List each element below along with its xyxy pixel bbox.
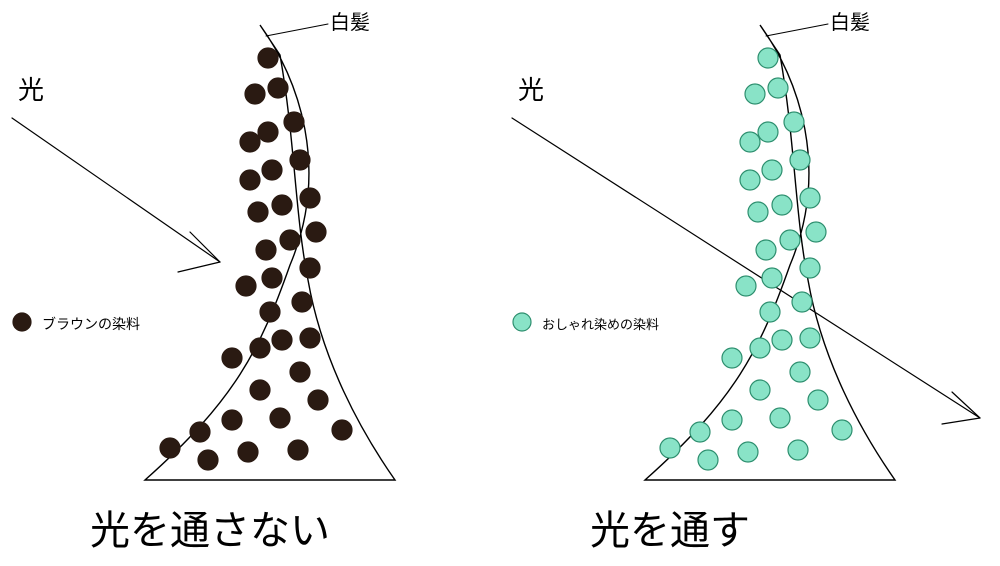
dye-particle	[288, 440, 308, 460]
legend-dot	[13, 313, 31, 331]
dye-particle	[256, 240, 276, 260]
dye-particle	[806, 222, 826, 242]
dye-particle	[760, 302, 780, 322]
dye-particle	[262, 160, 282, 180]
panel-caption: 光を通さない	[90, 498, 330, 556]
dye-particle	[280, 230, 300, 250]
dye-particle	[758, 48, 778, 68]
dye-particle	[790, 362, 810, 382]
dye-particle	[292, 292, 312, 312]
dye-particle	[272, 195, 292, 215]
dye-particle	[740, 170, 760, 190]
dye-particle	[762, 160, 782, 180]
dye-particle	[222, 410, 242, 430]
dye-particle	[240, 170, 260, 190]
dye-particle	[240, 132, 260, 152]
dye-particle	[792, 292, 812, 312]
dye-particle	[770, 408, 790, 428]
dye-particle	[245, 84, 265, 104]
diagram-canvas	[0, 0, 1000, 566]
dye-particle	[756, 240, 776, 260]
dye-particle	[808, 390, 828, 410]
dye-particle	[270, 408, 290, 428]
dye-particle	[268, 78, 288, 98]
dye-particle	[250, 338, 270, 358]
dye-particle	[300, 258, 320, 278]
dye-particle	[790, 150, 810, 170]
dye-particle	[768, 78, 788, 98]
dye-particle	[762, 268, 782, 288]
hair-label: 白髪	[830, 6, 870, 35]
light-arrow-shaft	[12, 118, 220, 262]
legend-label: ブラウンの染料	[42, 314, 140, 334]
dye-particle	[736, 276, 756, 296]
dye-particle	[800, 328, 820, 348]
dye-particle	[160, 438, 180, 458]
dye-particle	[332, 420, 352, 440]
dye-particle	[300, 328, 320, 348]
dye-particle	[800, 188, 820, 208]
dye-particle	[300, 188, 320, 208]
dye-particle	[260, 302, 280, 322]
dye-particle	[758, 122, 778, 142]
dye-particle	[250, 380, 270, 400]
dye-particle	[660, 438, 680, 458]
dye-particle	[740, 132, 760, 152]
dye-particle	[258, 48, 278, 68]
light-label: 光	[18, 70, 44, 107]
dye-particle	[272, 330, 292, 350]
hair-label: 白髪	[330, 6, 370, 35]
dye-particle	[784, 112, 804, 132]
legend-label: おしゃれ染めの染料	[542, 314, 659, 333]
dye-particle	[248, 202, 268, 222]
dye-particle	[190, 422, 210, 442]
dye-particle	[258, 122, 278, 142]
dye-particle	[738, 442, 758, 462]
dye-particle	[772, 330, 792, 350]
dye-particle	[222, 348, 242, 368]
panel-caption: 光を通す	[590, 498, 750, 556]
dye-particle	[698, 450, 718, 470]
dye-particle	[198, 450, 218, 470]
dye-particle	[238, 442, 258, 462]
dye-particle	[750, 338, 770, 358]
panel-right	[512, 24, 980, 480]
dye-particle	[262, 268, 282, 288]
dye-particle	[788, 440, 808, 460]
dye-particle	[284, 112, 304, 132]
dye-particle	[772, 195, 792, 215]
dye-particle	[290, 150, 310, 170]
dye-particle	[308, 390, 328, 410]
dye-particle	[832, 420, 852, 440]
dye-particle	[722, 410, 742, 430]
dye-particle	[750, 380, 770, 400]
dye-particle	[748, 202, 768, 222]
dye-particle	[236, 276, 256, 296]
legend-dot	[513, 313, 531, 331]
dye-particle	[290, 362, 310, 382]
dye-particle	[306, 222, 326, 242]
dye-particle	[690, 422, 710, 442]
dye-particle	[722, 348, 742, 368]
dye-particle	[745, 84, 765, 104]
dye-particle	[800, 258, 820, 278]
dye-particle	[780, 230, 800, 250]
light-label: 光	[518, 70, 544, 107]
panel-left	[12, 24, 395, 480]
